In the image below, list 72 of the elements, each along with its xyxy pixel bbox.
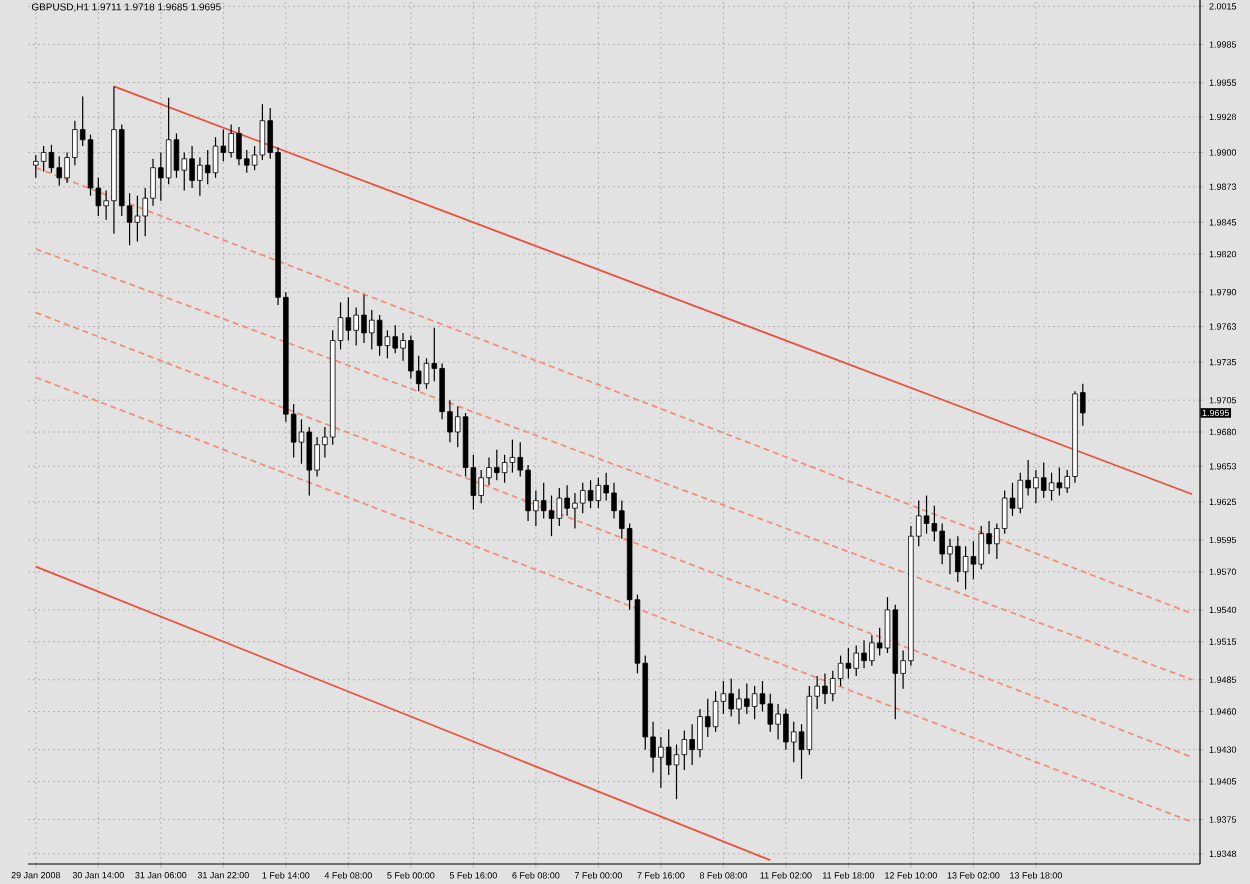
candlestick xyxy=(56,155,62,187)
candlestick xyxy=(580,482,586,514)
candlestick xyxy=(197,156,203,197)
candlestick xyxy=(40,145,47,173)
candlestick xyxy=(173,132,180,179)
candlestick xyxy=(165,97,172,185)
candlestick xyxy=(790,721,797,763)
candlestick xyxy=(540,482,547,519)
candlestick xyxy=(298,418,305,465)
candlestick xyxy=(345,296,352,342)
candlestick xyxy=(947,538,953,575)
candlestick xyxy=(767,693,774,733)
candlestick xyxy=(587,479,594,509)
candlestick xyxy=(923,494,930,535)
candlestick xyxy=(955,535,961,583)
candlestick xyxy=(665,728,672,776)
candlestick xyxy=(869,634,875,667)
candlestick xyxy=(564,484,570,517)
candlestick xyxy=(861,639,867,669)
candlestick xyxy=(595,477,602,509)
candlestick xyxy=(236,126,242,166)
candlestick xyxy=(736,688,742,725)
candlestick xyxy=(1056,466,1063,497)
candlestick xyxy=(744,682,750,715)
candlestick xyxy=(572,492,578,530)
candlestick xyxy=(509,439,516,474)
candlestick xyxy=(697,708,703,758)
candlestick xyxy=(673,743,680,800)
candlestick xyxy=(853,644,859,677)
candlestick xyxy=(1033,469,1039,504)
candlestick xyxy=(978,525,984,570)
candlestick xyxy=(494,449,500,481)
candlestick xyxy=(33,154,39,179)
candlestick xyxy=(712,690,719,733)
candlestick xyxy=(369,309,375,350)
candlestick xyxy=(408,334,414,380)
candlestick xyxy=(1017,472,1024,514)
candlestick xyxy=(845,647,852,680)
candlestick xyxy=(525,464,531,522)
candlestick xyxy=(822,672,828,705)
candlestick xyxy=(423,357,430,390)
candlestick xyxy=(392,324,398,354)
candlestick xyxy=(939,522,945,565)
candlestick xyxy=(353,306,359,347)
candlestick xyxy=(376,314,383,357)
candlestick xyxy=(775,703,781,741)
candlestick xyxy=(751,685,758,720)
candlestick xyxy=(314,436,320,478)
candlestick xyxy=(361,294,367,344)
candlestick xyxy=(962,545,969,591)
candlestick xyxy=(837,655,844,687)
candlestick xyxy=(1041,461,1047,499)
candlestick xyxy=(783,708,789,751)
candlestick xyxy=(689,723,695,766)
candlestick xyxy=(259,103,266,161)
candlestick xyxy=(728,677,734,718)
candlestick xyxy=(501,454,508,484)
candlestick xyxy=(204,149,211,185)
candlestick xyxy=(681,729,688,771)
candlestick xyxy=(1048,472,1055,502)
candlestick xyxy=(556,487,563,527)
candlestick xyxy=(478,469,484,504)
candlestick xyxy=(48,144,55,174)
candlestick xyxy=(970,540,977,580)
candlestick xyxy=(548,494,555,537)
candlestick xyxy=(189,145,195,189)
candlestick xyxy=(228,123,234,159)
candlestick xyxy=(134,195,141,242)
candlestick xyxy=(212,136,219,179)
candlestick xyxy=(658,736,664,789)
candlestick xyxy=(830,670,836,702)
candlestick xyxy=(306,426,313,497)
